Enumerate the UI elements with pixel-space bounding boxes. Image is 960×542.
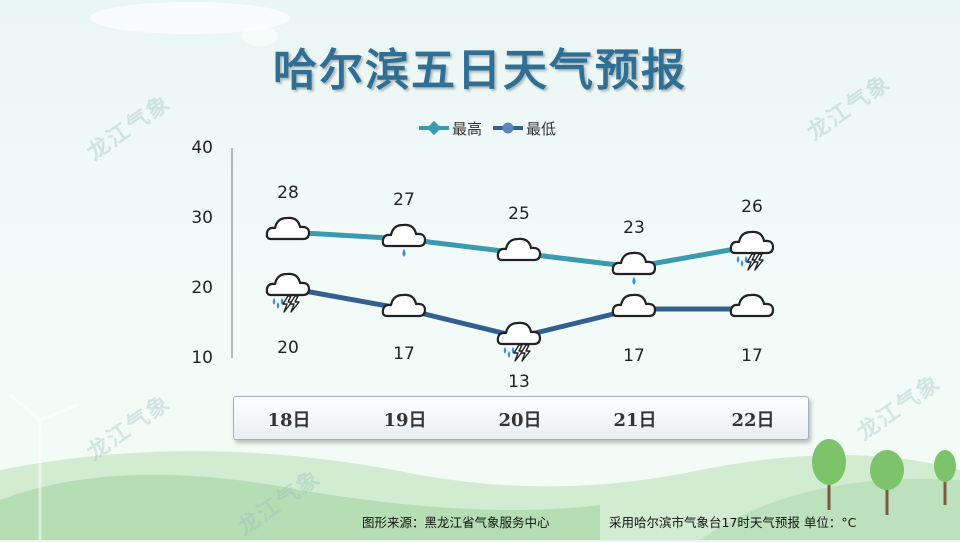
cloudy-icon	[729, 293, 775, 318]
low-temp-label: 20	[277, 338, 299, 358]
light-rain-icon	[611, 251, 657, 285]
y-tick-label: 40	[191, 138, 213, 158]
footer-note: 采用哈尔滨市气象台17时天气预报 单位：°C	[609, 515, 857, 530]
legend-low-swatch	[493, 122, 524, 134]
cloudy-icon	[265, 216, 311, 241]
date-label: 18日	[267, 410, 311, 431]
low-temp-label: 17	[393, 344, 415, 364]
light-rain-icon	[381, 223, 427, 257]
date-label: 22日	[731, 410, 775, 431]
chart-legend: 最高 最低	[418, 118, 566, 138]
y-tick-label: 30	[191, 208, 213, 228]
high-temp-label: 25	[508, 204, 530, 224]
wind-turbine-icon	[9, 393, 79, 540]
low-temp-label: 17	[741, 346, 763, 366]
cloudy-icon	[611, 293, 657, 318]
high-temp-label: 23	[623, 218, 645, 238]
high-temp-label: 28	[277, 183, 299, 203]
legend-low-label: 最低	[526, 119, 557, 138]
high-temp-label: 27	[393, 190, 415, 210]
page-title: 哈尔滨五日天气预报	[273, 45, 687, 96]
low-temp-label: 17	[623, 346, 645, 366]
thunderstorm-icon	[265, 272, 311, 313]
footer-source: 图形来源：黑龙江省气象服务中心	[362, 515, 550, 530]
legend-item-low: 最低	[492, 118, 556, 139]
tree-icon	[812, 439, 956, 515]
legend-high-swatch	[419, 120, 449, 136]
legend-item-high: 最高	[418, 118, 482, 139]
date-bar: 18日 19日 20日 21日 22日	[233, 396, 809, 440]
date-label: 19日	[383, 410, 427, 431]
y-tick-label: 20	[191, 278, 213, 298]
y-tick-label: 10	[191, 348, 213, 368]
low-temp-label: 13	[508, 372, 530, 392]
high-temp-label: 26	[741, 197, 763, 217]
cloudy-icon	[496, 237, 542, 262]
thunderstorm-icon	[496, 321, 542, 362]
cloudy-icon	[381, 293, 427, 318]
date-label: 20日	[498, 410, 542, 431]
legend-high-label: 最高	[452, 119, 483, 138]
date-label: 21日	[613, 410, 657, 431]
thunderstorm-icon	[729, 230, 775, 271]
